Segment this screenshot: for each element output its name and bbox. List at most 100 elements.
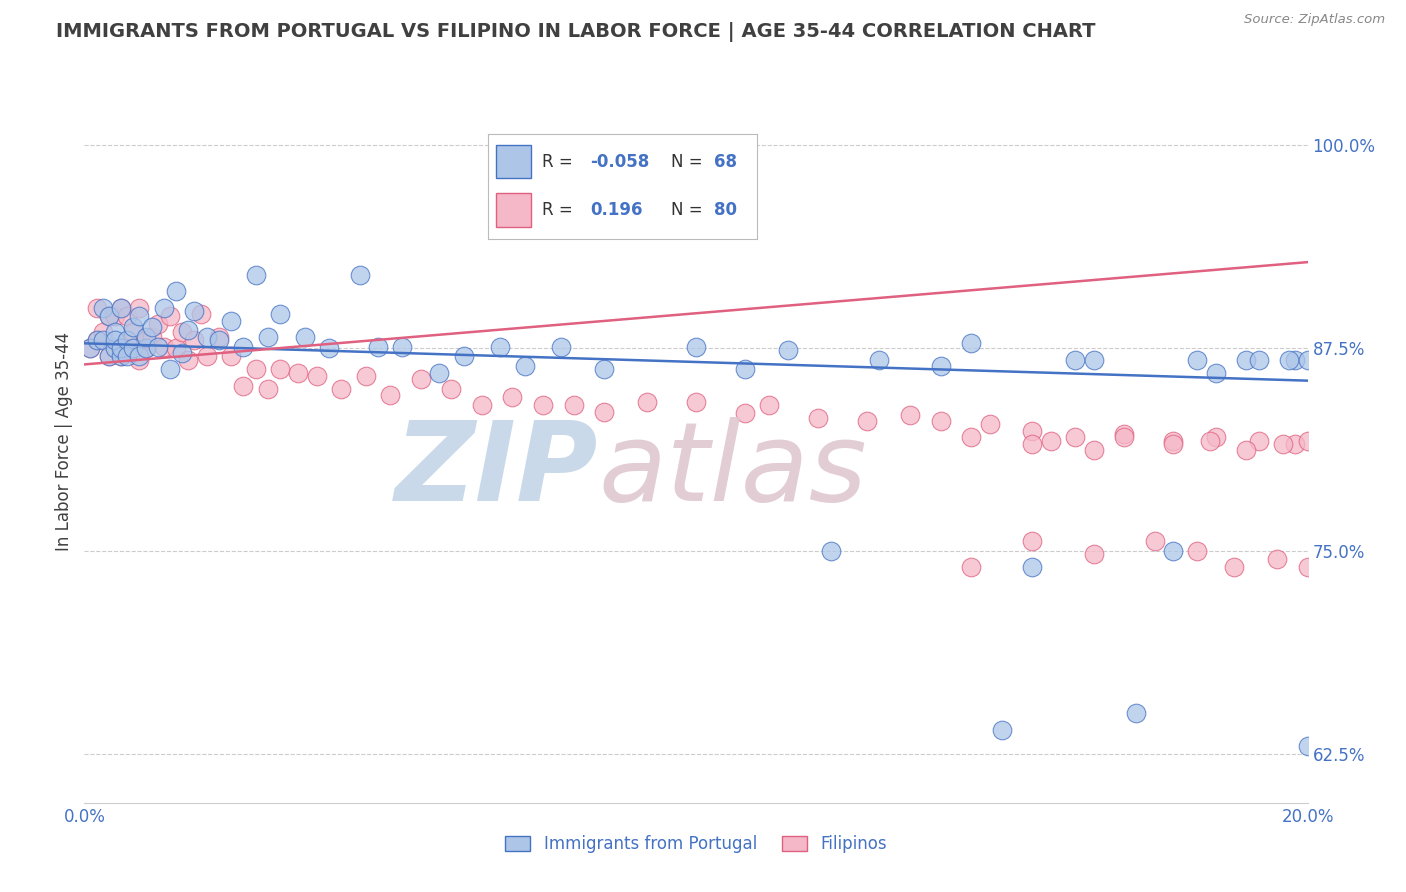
Point [409,372,432,386]
Point [135,333,157,347]
Point [562,398,585,412]
Point [1223,560,1246,574]
Point [1247,352,1270,367]
Point [979,417,1001,432]
Point [869,352,891,367]
Point [79,341,101,355]
Point [898,408,921,422]
Point [1205,366,1227,380]
Y-axis label: In Labor Force | Age 35-44: In Labor Force | Age 35-44 [55,332,73,551]
Point [128,301,150,315]
Point [208,333,231,347]
Point [287,366,309,380]
Point [183,303,205,318]
Point [115,309,138,323]
Point [550,340,572,354]
Point [104,341,127,355]
Legend: Immigrants from Portugal, Filipinos: Immigrants from Portugal, Filipinos [499,828,893,860]
Point [318,341,340,355]
Point [257,382,280,396]
Text: atlas: atlas [598,417,866,524]
Point [593,404,616,418]
Point [1247,434,1270,448]
Point [208,330,231,344]
Point [1296,434,1319,448]
Point [1187,544,1209,558]
Point [232,378,254,392]
Point [856,414,879,428]
Point [1114,427,1136,442]
Point [960,430,983,444]
Point [305,368,328,383]
Point [929,414,952,428]
Point [391,340,413,354]
Point [453,349,475,363]
Text: ZIP: ZIP [395,417,598,524]
Point [1161,434,1184,448]
Point [1083,548,1105,562]
Point [110,341,132,355]
Point [440,382,463,396]
Point [1064,430,1087,444]
Point [636,394,658,409]
Point [349,268,371,282]
Point [1161,437,1184,451]
Point [104,333,127,347]
Point [1083,443,1105,458]
Point [1284,437,1306,451]
Point [86,333,108,347]
Point [734,362,756,376]
Point [79,341,101,355]
Point [159,309,181,323]
Point [91,333,114,347]
Point [110,301,132,315]
Point [1296,352,1319,367]
Point [1198,434,1220,448]
Point [269,362,291,376]
Point [146,317,169,331]
Point [245,362,267,376]
Point [177,323,200,337]
Point [110,349,132,363]
Point [489,340,512,354]
Point [128,352,150,367]
Point [636,190,658,204]
Point [257,330,280,344]
Point [960,560,983,574]
Point [330,382,353,396]
Point [354,368,377,383]
Point [1284,352,1306,367]
Point [86,333,108,347]
Point [380,388,402,402]
Point [685,394,707,409]
Point [153,301,176,315]
Point [427,366,450,380]
Point [135,330,157,344]
Point [776,343,799,357]
Point [172,325,194,339]
Point [1064,352,1087,367]
Point [1272,437,1295,451]
Point [758,398,780,412]
Point [513,359,536,373]
Point [1021,534,1043,549]
Point [1039,434,1062,448]
Point [1296,560,1319,574]
Point [1021,437,1043,451]
Point [502,390,524,404]
Point [122,325,145,339]
Point [110,349,132,363]
Point [807,411,830,425]
Point [141,330,163,344]
Point [471,398,494,412]
Point [165,285,187,299]
Point [1114,430,1136,444]
Point [1021,560,1043,574]
Point [104,325,127,339]
Point [115,333,138,347]
Point [110,301,132,315]
Point [1083,352,1105,367]
Point [177,352,200,367]
Point [1143,534,1166,549]
Text: IMMIGRANTS FROM PORTUGAL VS FILIPINO IN LABOR FORCE | AGE 35-44 CORRELATION CHAR: IMMIGRANTS FROM PORTUGAL VS FILIPINO IN … [56,22,1095,42]
